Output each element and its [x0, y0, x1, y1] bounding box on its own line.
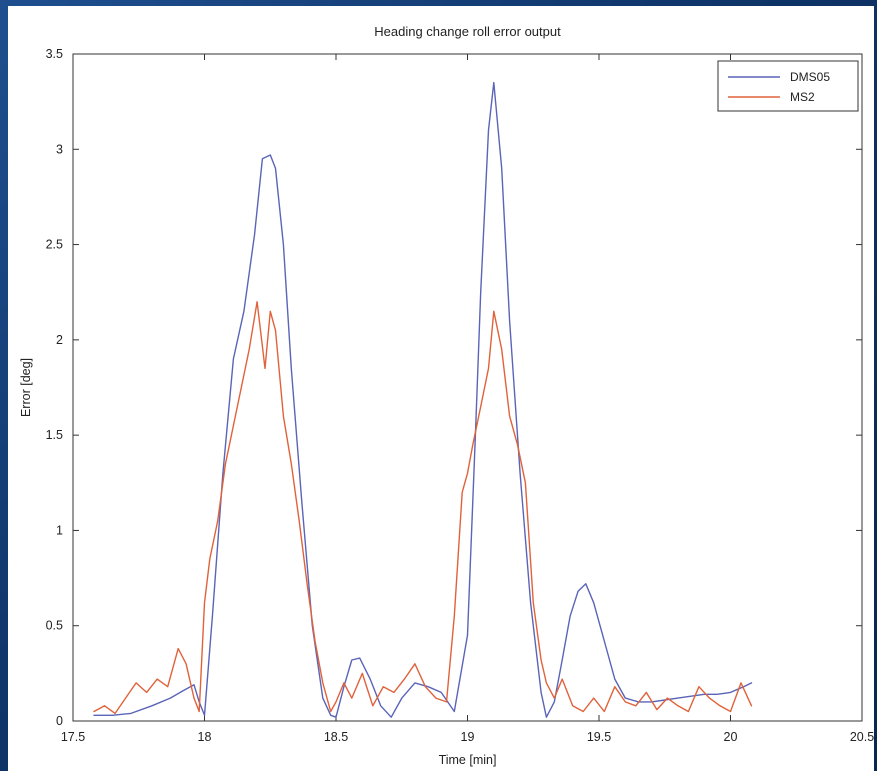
- series-layer: [93, 81, 753, 718]
- series-line-ms2: [93, 301, 753, 715]
- x-tick-label: 17.5: [61, 730, 85, 744]
- y-tick-label: 3: [56, 142, 63, 156]
- chart-title: Heading change roll error output: [374, 24, 561, 39]
- x-tick-label: 20.5: [850, 730, 874, 744]
- x-axis: 17.5 18 18.5 19 19.5 20 20.5: [61, 54, 874, 744]
- y-axis: 0 0.5 1 1.5 2 2.5 3 3.5: [46, 47, 862, 728]
- series-line-dms05: [93, 81, 753, 718]
- x-tick-label: 18: [198, 730, 212, 744]
- y-tick-label: 0.5: [46, 619, 63, 633]
- legend-box: [717, 60, 859, 112]
- x-tick-label: 18.5: [324, 730, 348, 744]
- legend: DMS05 MS2: [717, 60, 859, 112]
- y-tick-label: 0: [56, 714, 63, 728]
- legend-entry-label: MS2: [790, 90, 815, 104]
- y-tick-label: 2.5: [46, 238, 63, 252]
- y-tick-label: 1: [56, 523, 63, 537]
- x-tick-label: 20: [724, 730, 738, 744]
- figure-panel: Heading change roll error output 17.5 18 1…: [8, 6, 874, 771]
- y-axis-label: Error [deg]: [19, 358, 33, 417]
- y-tick-label: 1.5: [46, 428, 63, 442]
- y-tick-label: 3.5: [46, 47, 63, 61]
- x-tick-label: 19.5: [587, 730, 611, 744]
- line-chart: Heading change roll error output 17.5 18 1…: [19, 24, 874, 767]
- y-tick-label: 2: [56, 333, 63, 347]
- x-axis-label: Time [min]: [439, 753, 497, 767]
- x-tick-label: 19: [461, 730, 475, 744]
- legend-entry-label: DMS05: [790, 70, 830, 84]
